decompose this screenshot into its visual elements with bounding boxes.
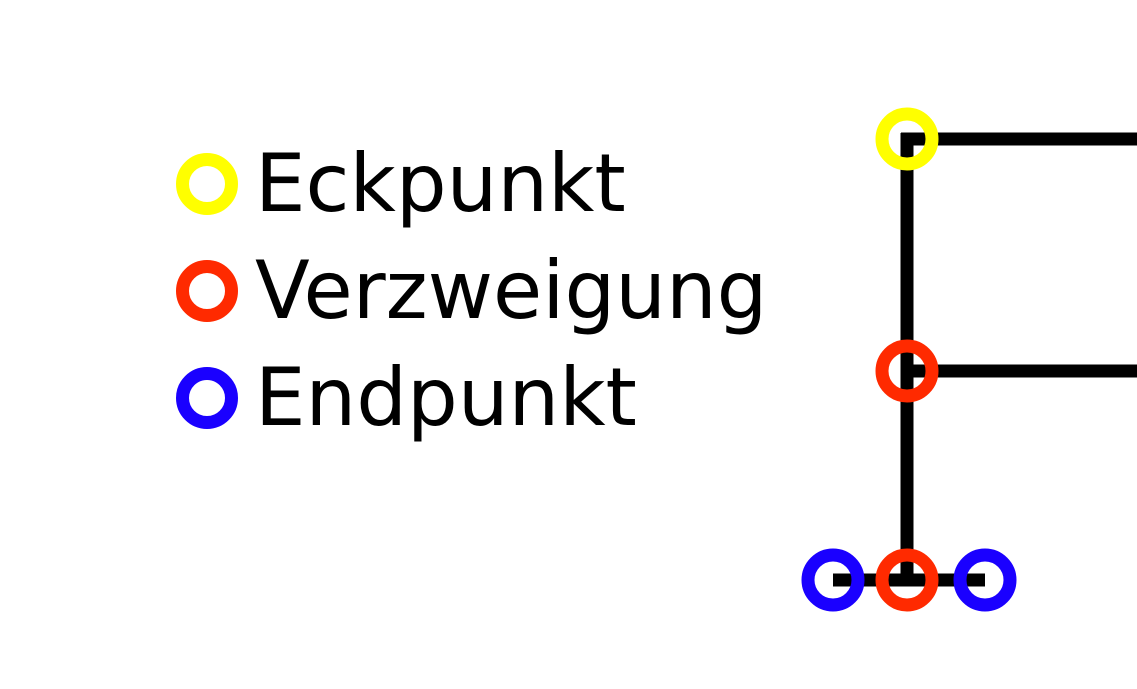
legend-item-end: Endpunkt [176, 344, 767, 451]
legend-label-end: Endpunkt [255, 350, 637, 444]
end-node-icon [953, 548, 1017, 612]
legend-label-corner: Eckpunkt [255, 136, 626, 230]
legend-label-branch: Verzweigung [255, 243, 768, 337]
branch-node-icon [875, 339, 939, 403]
graph-nodes [801, 107, 1017, 612]
legend-item-corner: Eckpunkt [176, 130, 767, 237]
branch-node-icon [875, 548, 939, 612]
legend-item-branch: Verzweigung [176, 237, 767, 344]
end-node-icon [801, 548, 865, 612]
legend: Eckpunkt Verzweigung Endpunkt [176, 130, 767, 451]
corner-node-icon [875, 107, 939, 171]
